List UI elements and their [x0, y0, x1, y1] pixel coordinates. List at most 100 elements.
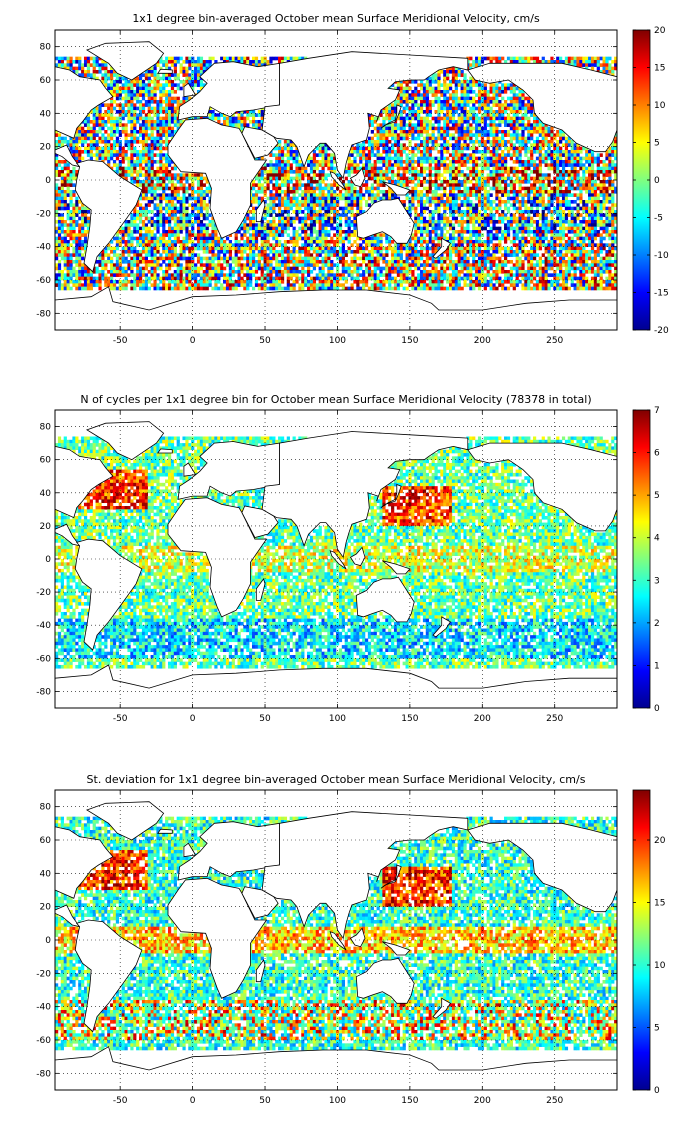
- heatmap-cell: [501, 130, 505, 134]
- heatmap-cell: [579, 223, 583, 227]
- heatmap-cell: [60, 183, 64, 187]
- heatmap-cell: [475, 100, 479, 104]
- heatmap-cell: [136, 213, 140, 217]
- heatmap-cell: [144, 226, 148, 231]
- heatmap-cell: [486, 96, 490, 101]
- heatmap-cell: [509, 116, 514, 121]
- heatmap-cell: [431, 116, 435, 121]
- heatmap-cell: [388, 140, 392, 144]
- heatmap-cell: [477, 150, 482, 154]
- heatmap-cell: [469, 193, 473, 197]
- heatmap-cell: [408, 206, 412, 211]
- heatmap-cell: [561, 153, 566, 157]
- heatmap-cell: [417, 203, 421, 207]
- heatmap-cell: [55, 220, 59, 224]
- heatmap-cell: [422, 223, 427, 227]
- heatmap-cell: [112, 106, 117, 111]
- heatmap-cell: [75, 160, 79, 164]
- heatmap-cell: [576, 56, 580, 61]
- heatmap-cell: [165, 220, 169, 224]
- heatmap-cell: [159, 130, 163, 134]
- heatmap-cell: [477, 80, 482, 84]
- heatmap-cell: [570, 200, 574, 204]
- heatmap-cell: [527, 200, 531, 204]
- heatmap-cell: [527, 96, 531, 101]
- heatmap-cell: [425, 126, 429, 131]
- heatmap-cell: [208, 56, 212, 61]
- heatmap-cell: [81, 130, 85, 134]
- heatmap-cell: [69, 176, 73, 181]
- heatmap-cell: [515, 193, 519, 197]
- heatmap-cell: [420, 210, 424, 214]
- heatmap-cell: [199, 196, 204, 201]
- heatmap-cell: [431, 166, 435, 171]
- heatmap-cell: [321, 153, 325, 157]
- heatmap-cell: [379, 110, 383, 114]
- heatmap-cell: [295, 190, 299, 194]
- heatmap-cell: [124, 173, 128, 177]
- heatmap-cell: [483, 180, 487, 184]
- heatmap-cell: [321, 146, 325, 151]
- heatmap-cell: [356, 150, 360, 154]
- heatmap-cell: [460, 136, 464, 141]
- heatmap-cell: [321, 173, 325, 177]
- heatmap-cell: [475, 166, 479, 171]
- heatmap-cell: [414, 86, 418, 91]
- heatmap-cell: [501, 153, 505, 157]
- heatmap-cell: [133, 210, 137, 214]
- heatmap-cell: [367, 140, 372, 144]
- heatmap-cell: [60, 140, 64, 144]
- heatmap-cell: [498, 173, 502, 177]
- heatmap-cell: [420, 103, 424, 107]
- heatmap-cell: [312, 180, 317, 184]
- heatmap-cell: [585, 63, 589, 67]
- heatmap-cell: [472, 190, 476, 194]
- heatmap-cell: [446, 130, 450, 134]
- heatmap-cell: [411, 200, 415, 204]
- heatmap-cell: [188, 183, 192, 187]
- heatmap-cell: [144, 156, 148, 161]
- heatmap-cell: [307, 200, 311, 204]
- heatmap-cell: [139, 173, 143, 177]
- heatmap-cell: [440, 156, 444, 161]
- heatmap-cell: [405, 156, 409, 161]
- heatmap-cell: [92, 126, 96, 131]
- heatmap-cell: [344, 176, 348, 181]
- heatmap-cell: [509, 190, 514, 194]
- heatmap-cell: [417, 116, 421, 121]
- heatmap-cell: [570, 206, 574, 211]
- heatmap-cell: [414, 173, 418, 177]
- heatmap-cell: [593, 160, 598, 164]
- heatmap-cell: [518, 123, 522, 127]
- heatmap-cell: [509, 156, 514, 161]
- heatmap-cell: [269, 166, 273, 171]
- heatmap-cell: [492, 160, 496, 164]
- heatmap-cell: [396, 96, 401, 101]
- heatmap-cell: [156, 170, 160, 174]
- heatmap-cell: [454, 86, 458, 91]
- heatmap-cell: [405, 146, 409, 151]
- heatmap-cell: [144, 213, 148, 217]
- heatmap-cell: [550, 130, 554, 134]
- heatmap-cell: [309, 220, 314, 224]
- heatmap-cell: [495, 153, 499, 157]
- heatmap-cell: [454, 180, 458, 184]
- heatmap-cell: [75, 220, 79, 224]
- heatmap-cell: [608, 180, 612, 184]
- heatmap-cell: [388, 190, 392, 194]
- heatmap-cell: [440, 193, 444, 197]
- heatmap-cell: [347, 163, 351, 167]
- heatmap-cell: [443, 106, 447, 111]
- heatmap-cell: [153, 76, 157, 81]
- heatmap-cell: [115, 96, 120, 101]
- heatmap-cell: [307, 183, 311, 187]
- heatmap-cell: [327, 166, 331, 171]
- heatmap-cell: [196, 173, 201, 177]
- heatmap-cell: [156, 100, 160, 104]
- heatmap-cell: [246, 56, 250, 61]
- heatmap-cell: [506, 193, 511, 197]
- heatmap-cell: [141, 190, 146, 194]
- heatmap-cell: [402, 166, 406, 171]
- heatmap-cell: [263, 210, 267, 214]
- heatmap-cell: [454, 73, 458, 77]
